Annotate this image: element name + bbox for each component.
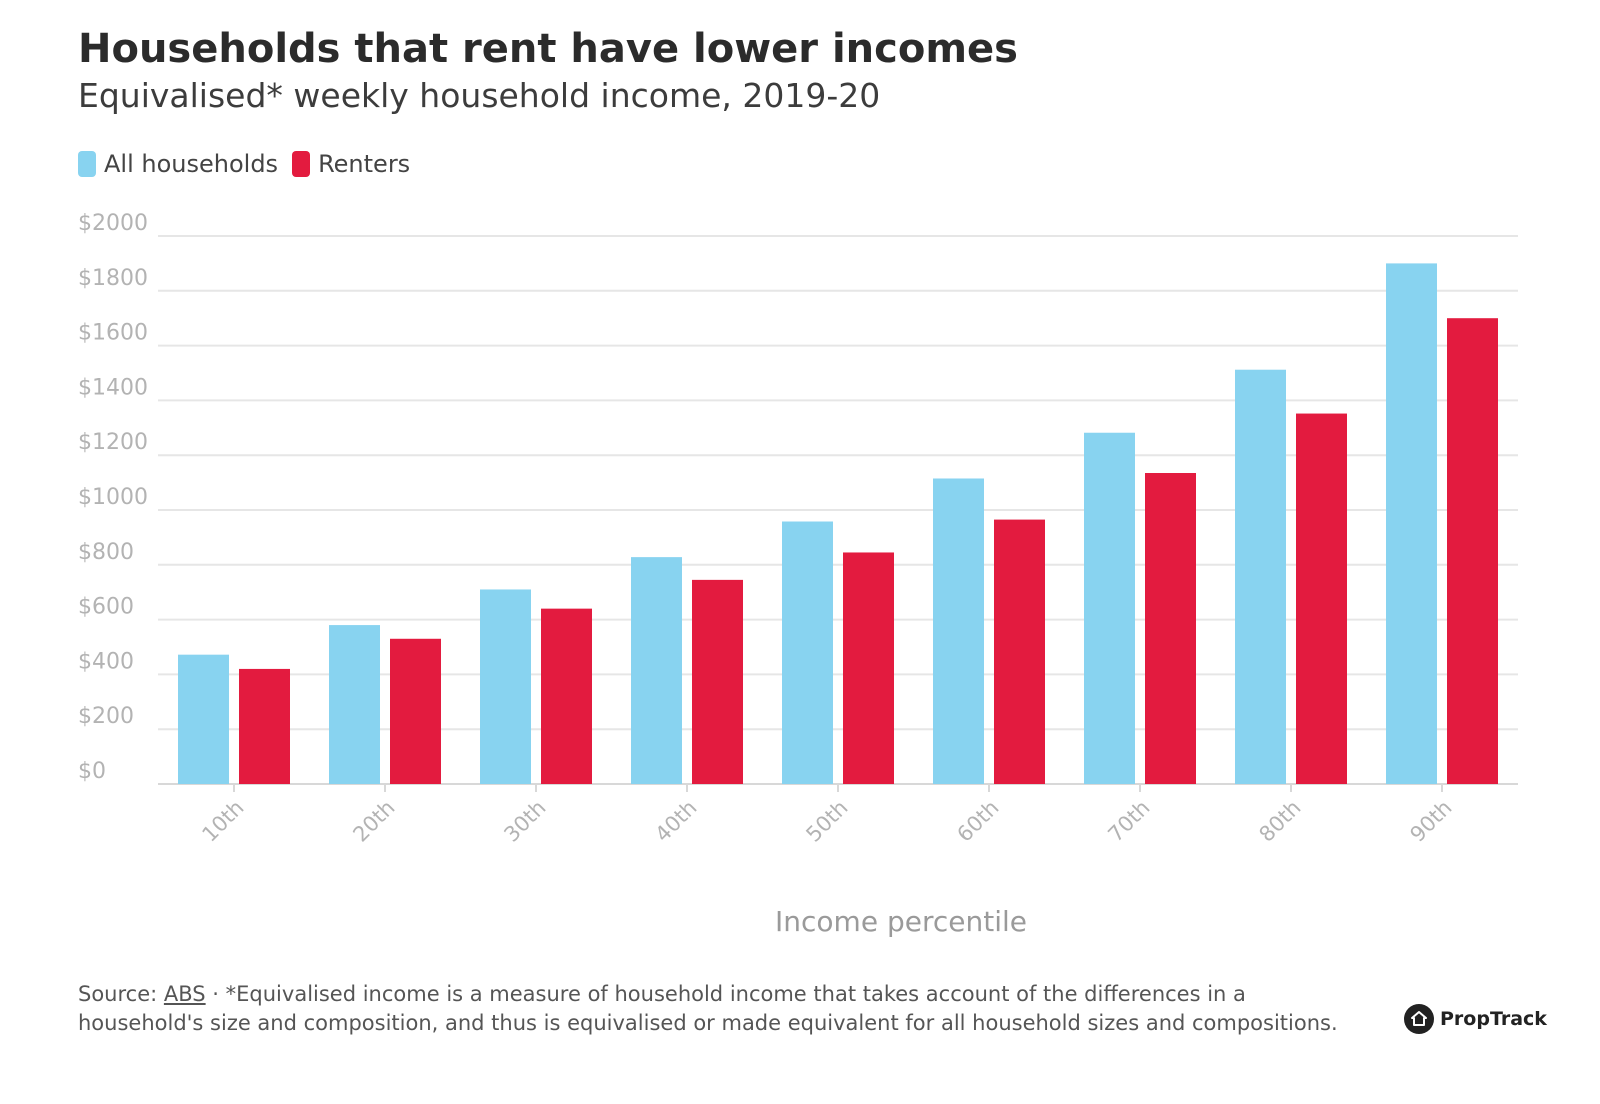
bar-renters [994,519,1045,784]
x-tick-label: 20th [349,796,400,847]
legend-item-renters[interactable]: Renters [292,150,410,178]
x-axis-label-text: Income percentile [775,905,1027,938]
x-tick-label: 70th [1104,796,1155,847]
bar-all-households [1084,432,1135,784]
legend: All households Renters [78,150,424,178]
legend-swatch-all-households [78,151,96,177]
bar-all-households [933,478,984,784]
bar-chart: $0 $200 $400 $600 $800 $1000 $1200 $1400 $1600 $1… [78,211,1518,847]
y-tick-label: $1800 [78,266,148,291]
bar-all-households [1386,263,1437,784]
bar-renters [239,668,290,784]
bar-renters [1296,413,1347,784]
bar-renters [843,552,894,784]
y-tick-label: $1600 [78,321,148,346]
y-tick-label: $1000 [78,485,148,510]
bar-all-households [178,654,229,784]
brand-name: PropTrack [1440,1008,1547,1030]
legend-swatch-renters [292,151,311,177]
footnote-text: · *Equivalised income is a measure of ho… [78,982,1338,1035]
y-tick-label: $400 [78,649,134,674]
x-tick-label: 60th [953,796,1004,847]
bar-renters [692,579,743,784]
footer-note: Source: ABS · *Equivalised income is a m… [78,980,1368,1038]
x-tick-label: 50th [802,796,853,847]
y-tick-label: $200 [78,704,134,729]
chart-subtitle: Equivalised* weekly household income, 20… [78,76,881,115]
legend-label-renters: Renters [318,150,411,178]
x-axis-label: Income percentile [0,905,1600,938]
bar-renters [390,638,441,784]
legend-label-all-households: All households [104,150,279,178]
bar-all-households [782,521,833,784]
x-tick-label: 80th [1255,796,1306,847]
bar-all-households [329,625,380,784]
y-tick-label: $800 [78,540,134,565]
brand-logo: PropTrack [1404,1004,1547,1034]
bar-all-households [631,557,682,784]
x-tick-label: 40th [651,796,702,847]
source-prefix: Source: [78,982,164,1006]
legend-item-all-households[interactable]: All households [78,150,278,178]
x-tick-label: 30th [500,796,551,847]
house-icon [1404,1004,1434,1034]
bar-all-households [1235,369,1286,784]
y-tick-label: $600 [78,595,134,620]
x-tick-label: 10th [198,796,249,847]
y-tick-label: $1200 [78,430,148,455]
y-tick-label: $0 [78,759,106,784]
source-link[interactable]: ABS [163,982,206,1006]
bar-renters [541,608,592,784]
bar-renters [1145,473,1196,784]
bar-renters [1447,318,1498,784]
chart-title: Households that rent have lower incomes [78,26,1018,72]
bar-all-households [480,589,531,784]
x-tick-label: 90th [1406,796,1457,847]
y-tick-label: $2000 [78,211,148,236]
y-tick-label: $1400 [78,375,148,400]
